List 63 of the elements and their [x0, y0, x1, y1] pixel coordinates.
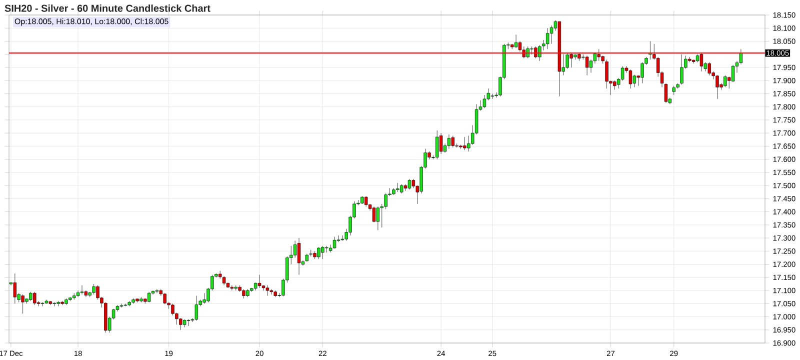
candlestick	[628, 69, 632, 89]
candlestick	[632, 74, 636, 88]
candlestick	[242, 288, 246, 299]
candlestick	[179, 318, 182, 330]
candlestick	[439, 132, 443, 154]
candlestick	[384, 193, 388, 210]
candlestick	[613, 80, 616, 90]
candlestick	[672, 86, 676, 96]
candlestick	[570, 52, 573, 68]
candlestick	[222, 276, 226, 286]
candlestick	[372, 206, 376, 223]
candlestick	[404, 184, 408, 192]
candlestick	[482, 94, 486, 108]
candlestick	[538, 44, 542, 62]
candlestick	[163, 292, 166, 304]
candlestick	[92, 284, 96, 295]
candlestick	[640, 62, 644, 84]
candlestick	[171, 303, 174, 316]
candlestick	[262, 285, 266, 291]
candlestick	[194, 296, 198, 321]
candlestick	[33, 292, 36, 306]
candlestick	[731, 64, 735, 82]
candlestick	[467, 135, 470, 152]
candlestick	[364, 196, 368, 207]
candlestick	[258, 274, 262, 288]
candlestick	[620, 66, 624, 81]
candlestick	[526, 46, 530, 59]
candlestick	[680, 54, 684, 85]
candlestick	[716, 75, 719, 100]
candlestick	[21, 294, 24, 314]
candlestick	[546, 28, 550, 50]
candlestick	[490, 93, 494, 100]
candlestick	[186, 319, 190, 326]
candlestick	[708, 62, 711, 76]
candlestick	[266, 285, 270, 296]
candlestick	[202, 292, 206, 304]
candlestick	[297, 238, 301, 276]
candlestick	[396, 182, 400, 192]
candlestick	[317, 246, 320, 260]
candlestick	[724, 75, 727, 88]
candlestick	[700, 52, 704, 72]
candlestick	[451, 135, 454, 148]
candlestick	[147, 292, 151, 303]
candlestick	[447, 134, 451, 150]
candlestick	[321, 246, 324, 260]
candlestick	[376, 206, 380, 230]
candlestick	[96, 285, 100, 300]
candlestick	[29, 292, 32, 302]
candlestick	[597, 48, 600, 62]
candlestick	[408, 178, 412, 190]
candlestick	[463, 136, 466, 150]
candlestick	[605, 59, 608, 89]
candlestick	[13, 273, 17, 304]
candlestick	[80, 285, 84, 295]
candlestick	[436, 130, 439, 160]
candlestick	[412, 178, 416, 188]
candlestick	[400, 184, 404, 194]
candlestick	[230, 285, 234, 291]
candlestick	[566, 52, 569, 70]
chart-title: SIH20 - Silver - 60 Minute Candlestick Chart	[4, 4, 210, 12]
candlestick	[585, 55, 589, 76]
candlestick	[534, 46, 538, 59]
candlestick	[514, 34, 518, 48]
